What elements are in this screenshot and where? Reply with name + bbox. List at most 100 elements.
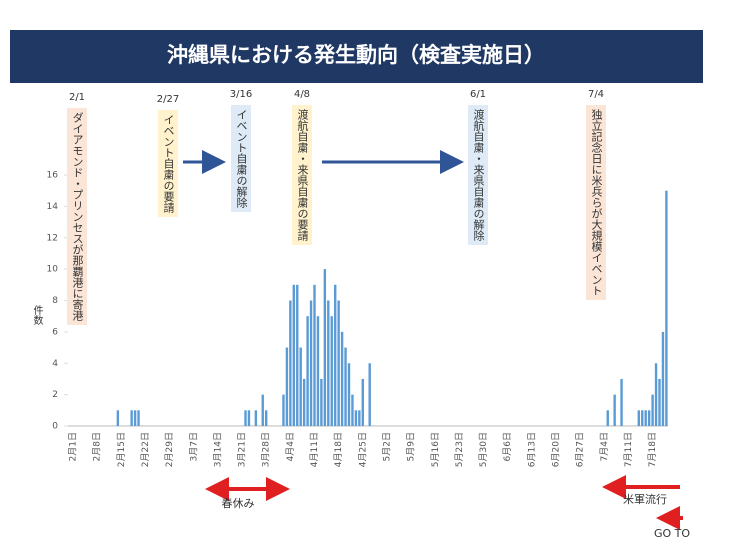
bar <box>116 410 120 426</box>
bar <box>254 410 258 426</box>
annotation-date: 3/16 <box>229 89 253 100</box>
title-bar <box>10 30 703 83</box>
bar <box>351 394 354 426</box>
note: 春休み <box>222 497 255 510</box>
x-tick-label: 3月28日 <box>261 432 272 467</box>
bar <box>613 394 616 426</box>
y-tick-label: 6 <box>52 327 58 337</box>
x-tick-label: 5月30日 <box>478 432 489 467</box>
bar <box>347 363 351 426</box>
note: GO TO <box>654 527 690 540</box>
bar <box>344 347 347 426</box>
x-tick-label: 2月8日 <box>92 432 103 461</box>
x-tick-label: 5月2日 <box>381 432 392 461</box>
bar <box>302 378 306 426</box>
bar <box>651 394 654 426</box>
chart-title: 沖縄県における発生動向（検査実施日） <box>167 43 545 67</box>
bar <box>130 410 133 426</box>
bar <box>641 410 644 426</box>
bar <box>661 331 665 426</box>
annotation-date: 6/1 <box>469 89 487 100</box>
bar <box>296 284 299 426</box>
bar <box>282 394 285 426</box>
bar <box>330 316 333 426</box>
bar <box>313 284 316 426</box>
x-tick-label: 5月23日 <box>454 432 465 467</box>
bar <box>133 410 137 426</box>
x-tick-label: 6月20日 <box>551 432 562 467</box>
x-tick-label: 7月11日 <box>623 432 634 467</box>
bar <box>644 410 647 426</box>
bar <box>361 378 364 426</box>
annotation: イベント自粛の解除 <box>231 105 251 212</box>
x-tick-label: 7月4日 <box>599 432 610 461</box>
y-tick-label: 10 <box>47 265 59 275</box>
x-tick-label: 3月21日 <box>237 432 248 467</box>
bar <box>647 410 651 426</box>
bar <box>323 269 327 426</box>
annotation: 渡航自粛・来県自粛の解除 <box>468 105 488 245</box>
x-tick-label: 2月1日 <box>68 432 79 461</box>
bar <box>334 284 337 426</box>
bar <box>637 410 640 426</box>
x-tick-label: 3月14日 <box>212 432 223 467</box>
annotation-date: 4/8 <box>293 89 311 100</box>
bar <box>265 410 268 426</box>
bar <box>320 378 323 426</box>
y-tick-label: 14 <box>47 202 59 212</box>
y-axis-label: 件数 <box>31 305 42 325</box>
annotation: 独立記念日に米兵らが大規模イベント <box>586 105 606 300</box>
x-tick-label: 4月25日 <box>357 432 368 467</box>
bar <box>620 378 623 426</box>
bar <box>368 363 371 426</box>
x-tick-label: 5月9日 <box>406 432 417 461</box>
bar <box>337 300 340 426</box>
bar <box>606 410 609 426</box>
x-tick-label: 6月13日 <box>526 432 537 467</box>
bar <box>340 331 344 426</box>
bar <box>654 363 658 426</box>
y-tick-label: 8 <box>52 296 58 306</box>
x-tick-label: 2月15日 <box>116 432 127 467</box>
bar <box>244 410 247 426</box>
y-tick-label: 16 <box>47 171 59 181</box>
x-tick-label: 4月11日 <box>309 432 320 467</box>
y-tick-label: 4 <box>52 359 58 369</box>
bar <box>247 410 251 426</box>
annotation-date: 2/27 <box>156 94 180 105</box>
annotation-date: 2/1 <box>68 92 86 103</box>
x-tick-label: 2月22日 <box>140 432 151 467</box>
x-tick-label: 4月18日 <box>333 432 344 467</box>
x-tick-label: 4月4日 <box>285 432 296 461</box>
x-tick-label: 5月16日 <box>430 432 441 467</box>
bar <box>299 347 302 426</box>
bar <box>354 410 358 426</box>
bar <box>261 394 264 426</box>
bar <box>658 378 661 426</box>
note: 米軍流行 <box>623 492 667 506</box>
bar <box>289 300 292 426</box>
annotation: ダイアモンド・プリンセスが那覇港に寄港 <box>67 108 87 325</box>
x-tick-label: 6月27日 <box>575 432 586 467</box>
bar <box>316 316 320 426</box>
y-tick-label: 12 <box>47 233 58 243</box>
x-tick-label: 2月29日 <box>164 432 175 467</box>
bar <box>665 190 668 426</box>
annotation: 渡航自粛・来県自粛の要請 <box>292 105 312 245</box>
x-tick-label: 6月6日 <box>502 432 513 461</box>
x-tick-label: 7月18日 <box>647 432 658 467</box>
bar <box>285 347 289 426</box>
y-tick-label: 0 <box>52 422 58 432</box>
bar <box>306 316 309 426</box>
bar <box>327 300 330 426</box>
bar <box>292 284 295 426</box>
bar <box>358 410 361 426</box>
bar <box>309 300 313 426</box>
annotation-date: 7/4 <box>587 89 605 100</box>
y-tick-label: 2 <box>52 390 58 400</box>
bar <box>137 410 140 426</box>
annotation: イベント自粛の要請 <box>158 110 178 217</box>
x-tick-label: 3月7日 <box>188 432 199 461</box>
